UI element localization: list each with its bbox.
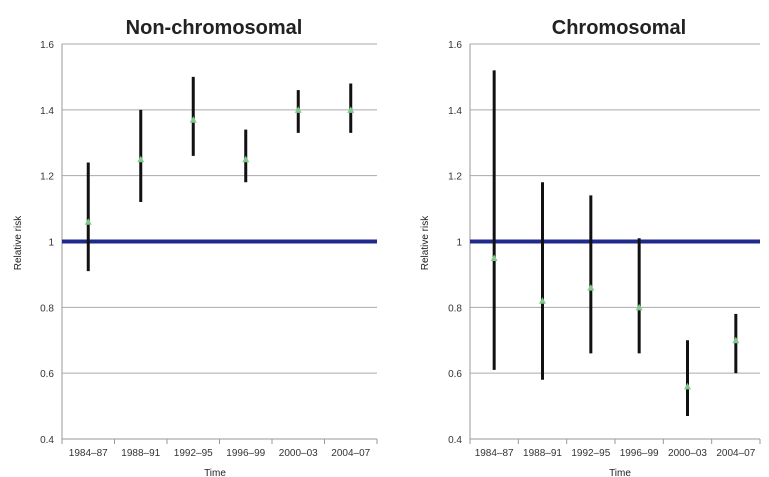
y-tick-label: 0.4 xyxy=(40,435,54,446)
point-estimate-marker xyxy=(189,116,197,123)
point-estimate-marker xyxy=(732,336,740,344)
x-axis-label: Time xyxy=(204,468,226,477)
point-estimate-marker xyxy=(347,106,355,113)
y-tick-label: 1 xyxy=(48,238,54,249)
y-tick-label: 1.4 xyxy=(448,106,462,117)
chart-title: Chromosomal xyxy=(552,17,686,39)
y-tick-label: 0.6 xyxy=(448,369,462,380)
x-tick-label: 1988–91 xyxy=(523,448,562,459)
point-estimate-marker xyxy=(684,382,691,390)
x-tick-label: 1992–95 xyxy=(571,448,610,459)
point-estimate-marker xyxy=(242,155,250,163)
x-tick-label: 1984–87 xyxy=(69,448,108,459)
x-tick-label: 1996–99 xyxy=(620,448,659,459)
chart-title: Non-chromosomal xyxy=(126,17,303,39)
point-estimate-marker xyxy=(490,254,498,261)
y-tick-label: 1.6 xyxy=(40,40,54,51)
x-tick-label: 2004–07 xyxy=(331,448,370,459)
y-tick-label: 0.4 xyxy=(448,435,462,446)
point-estimate-marker xyxy=(635,303,643,311)
y-tick-label: 1 xyxy=(456,238,462,249)
y-axis-label: Relative risk xyxy=(420,215,431,270)
point-estimate-marker xyxy=(539,297,546,304)
chart-panel-chromosomal: Chromosomal Relative risk Time 0.4 0.6 0.8… xyxy=(420,17,761,477)
x-axis-label: Time xyxy=(609,468,631,477)
point-estimate-marker xyxy=(587,284,595,291)
y-tick-label: 0.8 xyxy=(40,303,54,314)
x-tick-label: 2004–07 xyxy=(716,448,755,459)
y-tick-label: 0.8 xyxy=(448,303,462,314)
x-tick-label: 1988–91 xyxy=(121,448,160,459)
point-estimate-marker xyxy=(84,218,92,225)
y-tick-label: 1.2 xyxy=(448,172,462,183)
chart-panel-non-chromosomal: Non-chromosomal Relative risk Time 0.4 0.… xyxy=(13,17,378,477)
y-tick-label: 0.6 xyxy=(40,369,54,380)
y-tick-label: 1.2 xyxy=(40,172,54,183)
y-tick-label: 1.6 xyxy=(448,40,462,51)
x-tick-label: 1996–99 xyxy=(226,448,265,459)
x-tick-label: 2000–03 xyxy=(279,448,318,459)
x-tick-label: 1992–95 xyxy=(174,448,213,459)
x-tick-label: 2000–03 xyxy=(668,448,707,459)
point-estimate-marker xyxy=(137,155,145,163)
y-axis-label: Relative risk xyxy=(13,215,24,270)
y-tick-label: 1.4 xyxy=(40,106,54,117)
point-estimate-marker xyxy=(294,106,302,113)
x-tick-label: 1984–87 xyxy=(475,448,514,459)
